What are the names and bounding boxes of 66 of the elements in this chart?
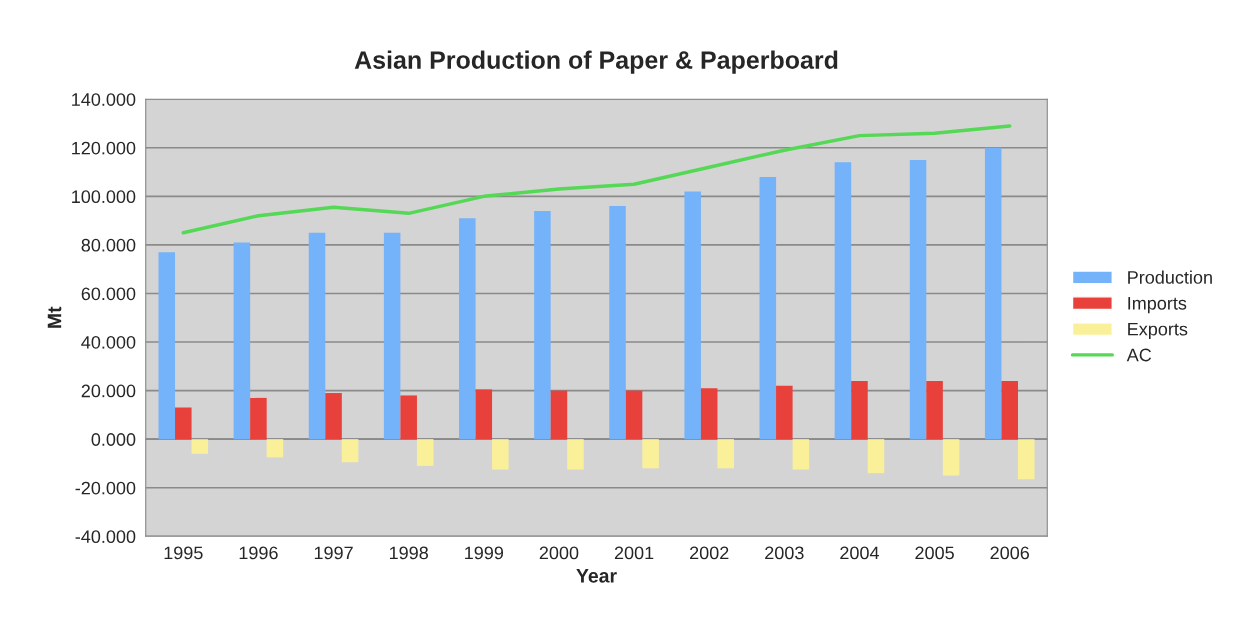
x-tick-label: 2001 — [614, 546, 654, 560]
bar — [1001, 380, 1018, 440]
bar — [383, 232, 401, 440]
x-tick-label: 2002 — [690, 546, 729, 560]
bar — [609, 206, 626, 440]
x-tick-label: 1995 — [164, 546, 203, 560]
bar — [175, 407, 192, 440]
legend-label: Exports — [1128, 322, 1188, 340]
bar — [909, 159, 927, 440]
x-tick-label: 1997 — [314, 546, 353, 560]
bar — [625, 390, 643, 440]
bar — [776, 385, 793, 440]
bar — [867, 439, 885, 474]
bar — [459, 218, 476, 440]
bar — [325, 393, 342, 440]
x-tick-label: 1996 — [239, 546, 278, 560]
y-tick-label: 0.000 — [91, 433, 136, 446]
bar — [534, 210, 551, 440]
y-axis-title: Mt — [47, 306, 62, 328]
bar — [984, 147, 1002, 440]
bar — [834, 162, 852, 440]
bar — [341, 439, 359, 463]
y-tick-label: 60.000 — [81, 287, 136, 301]
chart-title: Asian Production of Paper & Paperboard — [354, 50, 838, 74]
y-tick-label: 140.000 — [72, 93, 136, 106]
legend-label: AC — [1126, 348, 1152, 362]
legend-label: Production — [1128, 270, 1212, 284]
bar — [400, 395, 417, 440]
x-tick-label: 2004 — [840, 546, 880, 560]
x-tick-label: 2005 — [915, 546, 954, 560]
legend-label: Imports — [1128, 297, 1187, 314]
bar — [851, 380, 868, 440]
y-tick-label: 40.000 — [81, 335, 136, 349]
x-tick-label: 2000 — [539, 546, 579, 560]
x-tick-label: 1999 — [465, 546, 504, 560]
bar — [700, 388, 718, 440]
y-tick-label: 120.000 — [72, 141, 136, 155]
bar — [759, 176, 777, 440]
y-tick-label: 100.000 — [72, 190, 136, 204]
bar — [492, 439, 509, 470]
y-tick-label: -20.000 — [75, 481, 136, 495]
bar — [642, 439, 659, 469]
bar — [567, 439, 584, 470]
bar — [308, 232, 326, 440]
bar — [717, 439, 734, 469]
bar — [475, 389, 493, 440]
bar — [158, 252, 176, 440]
bar — [550, 390, 568, 440]
bar — [926, 380, 943, 440]
bar — [191, 439, 209, 454]
y-tick-label: -40.000 — [75, 530, 136, 544]
line-series — [181, 124, 1012, 235]
bar — [266, 439, 284, 458]
bar — [1017, 439, 1035, 480]
x-tick-label: 1998 — [389, 546, 428, 560]
bar — [792, 439, 810, 470]
x-tick-label: 2003 — [765, 546, 804, 560]
bar — [416, 439, 434, 466]
bar — [684, 191, 701, 440]
y-tick-label: 20.000 — [81, 384, 136, 398]
y-tick-label: 80.000 — [81, 238, 136, 252]
bar — [250, 397, 267, 440]
bar — [233, 242, 251, 440]
bar — [942, 439, 960, 476]
x-axis-title: Year — [576, 569, 617, 583]
x-tick-label: 2006 — [990, 546, 1030, 560]
